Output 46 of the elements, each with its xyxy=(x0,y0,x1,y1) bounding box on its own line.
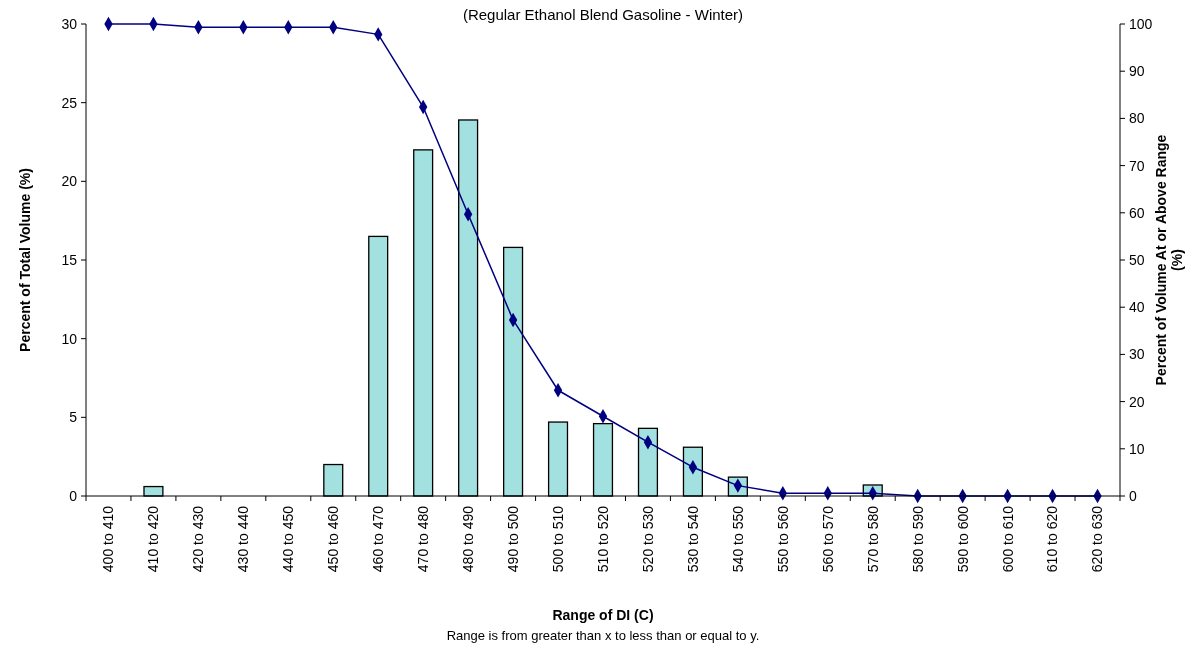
x-tick-label: 530 to 540 xyxy=(684,505,701,573)
x-tick-label: 500 to 510 xyxy=(549,505,566,573)
y2-tick-label: 40 xyxy=(1129,299,1145,316)
y2-tick-label: 70 xyxy=(1129,157,1145,174)
y-tick-label: 20 xyxy=(61,173,78,190)
x-axis-title: Range of DI (C) xyxy=(552,607,654,623)
x-tick-label: 540 to 550 xyxy=(729,505,746,573)
x-tick-label: 590 to 600 xyxy=(954,505,971,573)
x-tick-label: 470 to 480 xyxy=(415,505,432,573)
x-tick-label: 570 to 580 xyxy=(864,505,881,573)
y2-tick-label: 60 xyxy=(1129,204,1145,221)
x-tick-label: 580 to 590 xyxy=(909,505,926,573)
y-axis-title: Percent of Total Volume (%) xyxy=(17,168,33,352)
y-tick-label: 10 xyxy=(61,330,78,347)
x-tick-label: 430 to 440 xyxy=(235,505,252,573)
y2-tick-label: 0 xyxy=(1129,487,1137,504)
y-tick-label: 15 xyxy=(61,251,78,268)
x-tick-label: 490 to 500 xyxy=(504,505,521,573)
x-tick-label: 550 to 560 xyxy=(774,505,791,573)
chart-subtitle: (Regular Ethanol Blend Gasoline - Winter) xyxy=(462,6,744,23)
y-tick-label: 5 xyxy=(69,409,78,426)
x-tick-label: 460 to 470 xyxy=(370,505,387,573)
y2-tick-label: 80 xyxy=(1129,110,1145,127)
x-tick-label: 420 to 430 xyxy=(190,505,207,573)
x-tick-label: 520 to 530 xyxy=(639,505,656,573)
x-tick-label: 610 to 620 xyxy=(1044,505,1061,573)
x-tick-label: 410 to 420 xyxy=(145,505,162,573)
x-tick-label: 400 to 410 xyxy=(100,505,117,573)
y2-tick-label: 20 xyxy=(1129,393,1145,410)
y2-tick-label: 10 xyxy=(1129,440,1145,457)
text: Range is from greater than x to less than or equal to y. xyxy=(446,628,760,643)
y2-tick-label: 90 xyxy=(1129,63,1145,80)
x-tick-label: 450 to 460 xyxy=(325,505,342,573)
y-tick-label: 30 xyxy=(61,15,78,32)
y2-tick-label: 50 xyxy=(1129,251,1145,268)
x-tick-label: 620 to 630 xyxy=(1089,505,1106,573)
y2-axis-title: Percent of Volume At or Above Range (%) xyxy=(1153,134,1185,386)
x-tick-label: 440 to 450 xyxy=(280,505,297,573)
x-tick-label: 510 to 520 xyxy=(594,505,611,573)
x-tick-label: 480 to 490 xyxy=(460,505,477,573)
x-tick-label: 600 to 610 xyxy=(999,505,1016,573)
y2-tick-label: 100 xyxy=(1129,15,1153,32)
y-tick-label: 25 xyxy=(61,94,78,111)
y-tick-label: 0 xyxy=(69,487,78,504)
x-tick-label: 560 to 570 xyxy=(819,505,836,573)
y2-tick-label: 30 xyxy=(1129,346,1145,363)
